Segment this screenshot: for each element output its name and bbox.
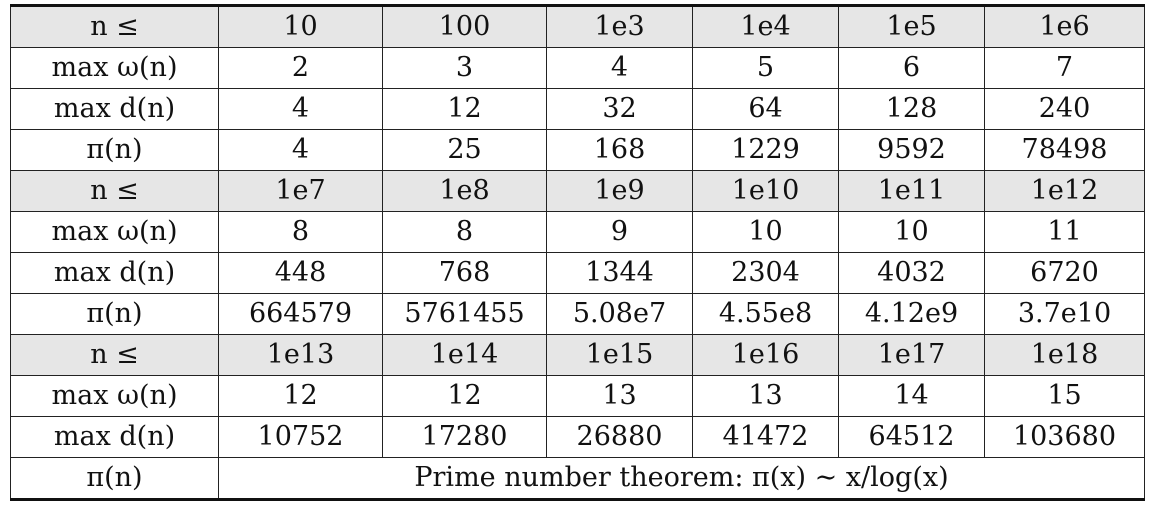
table-row: max d(n) 448 768 1344 2304 4032 6720: [10, 252, 1145, 294]
table-row: π(n) 4 25 168 1229 9592 78498: [10, 129, 1145, 171]
value-cell: 8: [382, 211, 547, 253]
row-label-max-omega: max ω(n): [10, 375, 219, 417]
value-cell: 25: [382, 129, 547, 171]
value-cell: 13: [546, 375, 693, 417]
table-row: max d(n) 10752 17280 26880 41472 64512 1…: [10, 416, 1145, 458]
value-cell: 5761455: [382, 293, 547, 335]
value-cell: 4.55e8: [692, 293, 839, 335]
row-label-n-limit: n ≤: [10, 170, 219, 212]
value-cell: 64512: [838, 416, 985, 458]
limit-cell: 100: [382, 4, 547, 48]
value-cell: 4: [546, 47, 693, 89]
row-label-n-limit: n ≤: [10, 4, 219, 48]
limit-cell: 1e3: [546, 4, 693, 48]
value-cell: 12: [218, 375, 383, 417]
limit-cell: 1e14: [382, 334, 547, 376]
table-row: max ω(n) 12 12 13 13 14 15: [10, 375, 1145, 417]
limit-cell: 1e12: [984, 170, 1145, 212]
value-cell: 6720: [984, 252, 1145, 294]
row-label-max-d: max d(n): [10, 252, 219, 294]
limit-cell: 1e11: [838, 170, 985, 212]
limit-cell: 1e17: [838, 334, 985, 376]
value-cell: 2304: [692, 252, 839, 294]
table-row: π(n) Prime number theorem: π(x) ∼ x/log(…: [10, 457, 1145, 501]
limit-cell: 1e7: [218, 170, 383, 212]
value-cell: 664579: [218, 293, 383, 335]
value-cell: 26880: [546, 416, 693, 458]
value-cell: 13: [692, 375, 839, 417]
table-row: n ≤ 10 100 1e3 1e4 1e5 1e6: [10, 4, 1145, 48]
prime-number-theorem-note: Prime number theorem: π(x) ∼ x/log(x): [218, 457, 1145, 501]
row-label-max-omega: max ω(n): [10, 47, 219, 89]
value-cell: 3: [382, 47, 547, 89]
row-label-max-d: max d(n): [10, 416, 219, 458]
row-label-pi: π(n): [10, 129, 219, 171]
value-cell: 128: [838, 88, 985, 130]
limit-cell: 1e15: [546, 334, 693, 376]
row-label-pi: π(n): [10, 457, 219, 501]
value-cell: 10: [838, 211, 985, 253]
value-cell: 4: [218, 88, 383, 130]
value-cell: 10: [692, 211, 839, 253]
value-cell: 1229: [692, 129, 839, 171]
table-row: n ≤ 1e7 1e8 1e9 1e10 1e11 1e12: [10, 170, 1145, 212]
value-cell: 11: [984, 211, 1145, 253]
value-cell: 32: [546, 88, 693, 130]
limit-cell: 1e5: [838, 4, 985, 48]
row-label-max-omega: max ω(n): [10, 211, 219, 253]
value-cell: 78498: [984, 129, 1145, 171]
value-cell: 448: [218, 252, 383, 294]
value-cell: 14: [838, 375, 985, 417]
limit-cell: 1e9: [546, 170, 693, 212]
value-cell: 17280: [382, 416, 547, 458]
value-cell: 15: [984, 375, 1145, 417]
limit-cell: 1e10: [692, 170, 839, 212]
value-cell: 9592: [838, 129, 985, 171]
value-cell: 4032: [838, 252, 985, 294]
table-row: n ≤ 1e13 1e14 1e15 1e16 1e17 1e18: [10, 334, 1145, 376]
value-cell: 4.12e9: [838, 293, 985, 335]
limit-cell: 1e4: [692, 4, 839, 48]
table-row: π(n) 664579 5761455 5.08e7 4.55e8 4.12e9…: [10, 293, 1145, 335]
limit-cell: 1e16: [692, 334, 839, 376]
value-cell: 7: [984, 47, 1145, 89]
row-label-n-limit: n ≤: [10, 334, 219, 376]
number-theory-table: n ≤ 10 100 1e3 1e4 1e5 1e6 max ω(n) 2 3 …: [10, 4, 1145, 501]
table-row: max d(n) 4 12 32 64 128 240: [10, 88, 1145, 130]
value-cell: 1344: [546, 252, 693, 294]
value-cell: 41472: [692, 416, 839, 458]
limit-cell: 1e6: [984, 4, 1145, 48]
limit-cell: 1e13: [218, 334, 383, 376]
row-label-pi: π(n): [10, 293, 219, 335]
value-cell: 5: [692, 47, 839, 89]
number-theory-table-container: n ≤ 10 100 1e3 1e4 1e5 1e6 max ω(n) 2 3 …: [10, 4, 1145, 501]
value-cell: 103680: [984, 416, 1145, 458]
limit-cell: 1e8: [382, 170, 547, 212]
value-cell: 168: [546, 129, 693, 171]
value-cell: 12: [382, 88, 547, 130]
value-cell: 5.08e7: [546, 293, 693, 335]
value-cell: 8: [218, 211, 383, 253]
value-cell: 9: [546, 211, 693, 253]
value-cell: 12: [382, 375, 547, 417]
value-cell: 768: [382, 252, 547, 294]
value-cell: 3.7e10: [984, 293, 1145, 335]
limit-cell: 1e18: [984, 334, 1145, 376]
limit-cell: 10: [218, 4, 383, 48]
value-cell: 4: [218, 129, 383, 171]
value-cell: 6: [838, 47, 985, 89]
value-cell: 64: [692, 88, 839, 130]
value-cell: 2: [218, 47, 383, 89]
value-cell: 10752: [218, 416, 383, 458]
value-cell: 240: [984, 88, 1145, 130]
row-label-max-d: max d(n): [10, 88, 219, 130]
table-row: max ω(n) 8 8 9 10 10 11: [10, 211, 1145, 253]
table-row: max ω(n) 2 3 4 5 6 7: [10, 47, 1145, 89]
